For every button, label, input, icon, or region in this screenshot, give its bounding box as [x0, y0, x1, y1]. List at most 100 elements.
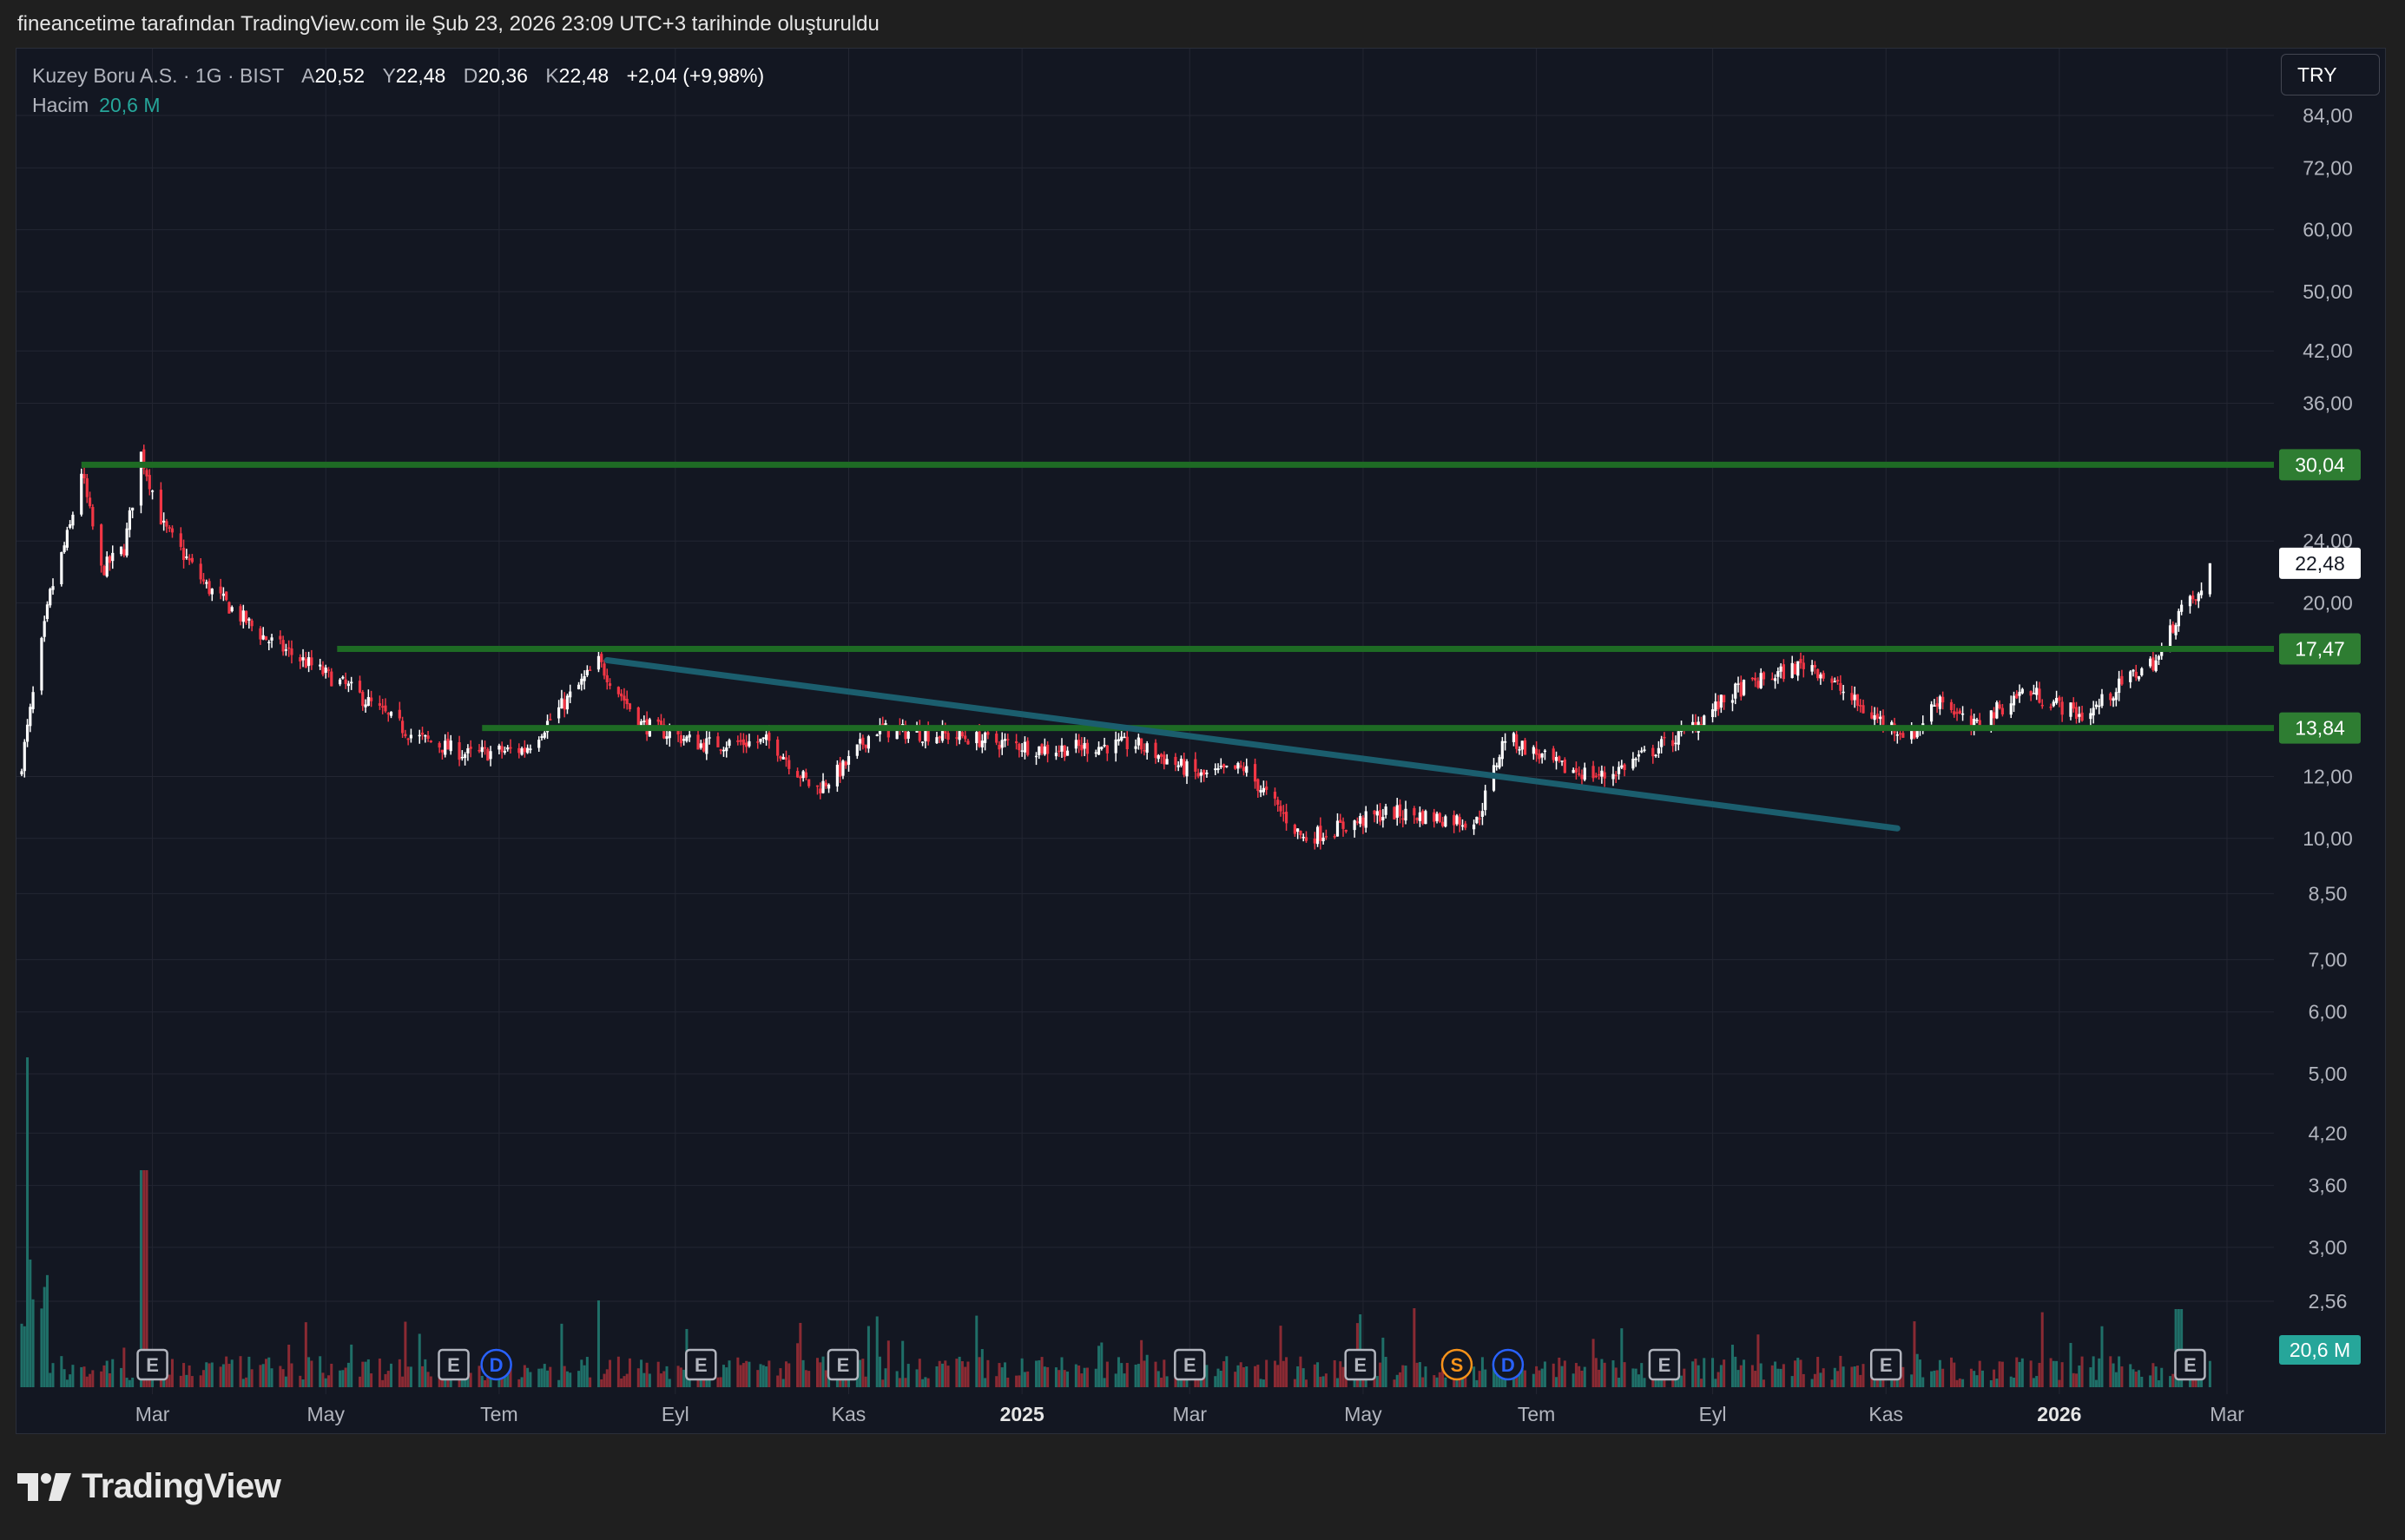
event-marker-label: E: [146, 1354, 159, 1376]
candle-body: [1023, 741, 1027, 753]
legend-symbol[interactable]: Kuzey Boru A.S. · 1G · BIST: [32, 64, 284, 87]
legend-ohlc-row: Kuzey Boru A.S. · 1G · BIST A20,52 Y22,4…: [32, 61, 764, 90]
candle-body: [676, 730, 680, 735]
candle-body: [827, 784, 831, 789]
volume-bar: [1080, 1373, 1084, 1387]
volume-bar: [1995, 1379, 1999, 1387]
volume-bar: [1634, 1368, 1637, 1387]
volume-bar: [2089, 1367, 2092, 1387]
volume-bar: [2009, 1376, 2013, 1387]
candle-body: [65, 530, 69, 548]
candle-body: [995, 734, 998, 743]
level-price-label: 30,04: [2295, 453, 2345, 476]
volume-bar: [866, 1326, 870, 1387]
volume-bar: [139, 1170, 142, 1387]
level-price-label: 17,47: [2295, 637, 2345, 660]
candle-body: [1103, 744, 1106, 747]
volume-bar: [1691, 1361, 1695, 1387]
candle-body: [418, 734, 421, 737]
tradingview-logo[interactable]: TradingView: [17, 1467, 281, 1506]
candle-body: [1739, 681, 1743, 697]
earnings-marker[interactable]: [136, 1348, 168, 1381]
candle-body: [1953, 711, 1956, 715]
candle-body: [1813, 665, 1816, 668]
volume-bar: [781, 1379, 785, 1387]
candle-body: [1080, 745, 1084, 751]
volume-bar: [787, 1363, 791, 1387]
candle-body: [409, 734, 413, 739]
volume-bar: [1321, 1376, 1325, 1387]
candle-body: [1478, 818, 1481, 820]
candle-body: [596, 655, 601, 670]
candle-body: [955, 737, 959, 739]
candle-body: [239, 606, 242, 622]
earnings-marker[interactable]: [1648, 1348, 1681, 1381]
candle-body: [1304, 837, 1308, 841]
candle-body: [2009, 703, 2013, 715]
earnings-marker[interactable]: [438, 1348, 470, 1381]
chart-panel[interactable]: 84,00 72,00 60,00 50,00 42,00 36,00 24,00 20,00…: [16, 48, 2386, 1434]
volume-bar: [2171, 1373, 2175, 1387]
candle-body: [1373, 810, 1376, 815]
candle-body: [1480, 811, 1485, 817]
candle-body: [779, 756, 782, 759]
candle-body: [1779, 666, 1782, 672]
candle-body: [844, 761, 847, 766]
candle-body: [424, 734, 427, 737]
volume-bar: [1776, 1368, 1780, 1387]
candle-body: [741, 739, 745, 746]
volume-bar: [1901, 1366, 1905, 1387]
volume-bar: [1222, 1361, 1226, 1387]
price-chart[interactable]: 84,0072,0060,0050,0042,0036,0024,0020,00…: [16, 49, 2387, 1435]
volume-bar: [1344, 1372, 1347, 1387]
candle-body: [1978, 720, 1981, 727]
candle-body: [1413, 807, 1416, 816]
candle-body: [1183, 759, 1186, 775]
candle-body: [446, 738, 450, 750]
volume-bar: [1910, 1374, 1914, 1387]
volume-bar: [71, 1365, 75, 1387]
legend-volume-label[interactable]: Hacim: [32, 94, 89, 116]
currency-button[interactable]: TRY: [2281, 54, 2380, 95]
volume-bar: [1623, 1362, 1626, 1387]
earnings-marker[interactable]: [1174, 1348, 1206, 1381]
volume-bar: [946, 1366, 950, 1387]
volume-bar: [926, 1378, 930, 1387]
volume-bar: [1734, 1356, 1737, 1387]
candle-body: [682, 739, 686, 741]
split-marker[interactable]: [1440, 1348, 1473, 1381]
volume-bar: [739, 1365, 742, 1387]
dividend-marker[interactable]: [480, 1348, 512, 1381]
volume-bar: [122, 1347, 126, 1387]
candle-body: [1742, 680, 1746, 695]
candle-body: [1444, 816, 1447, 827]
y-tick-label: 60,00: [2303, 219, 2353, 241]
candle-body: [1495, 765, 1499, 767]
volume-bar: [1950, 1357, 1953, 1387]
earnings-marker[interactable]: [1344, 1348, 1376, 1381]
volume-bar: [245, 1377, 248, 1387]
dividend-marker[interactable]: [1492, 1348, 1525, 1381]
earnings-marker[interactable]: [827, 1348, 860, 1381]
candle-body: [119, 546, 123, 555]
volume-bar: [168, 1374, 171, 1387]
volume-bar: [745, 1360, 748, 1387]
volume-bar: [1640, 1363, 1644, 1387]
candle-body: [1915, 728, 1919, 738]
grid-layer: [16, 49, 2274, 1394]
earnings-marker[interactable]: [1869, 1348, 1902, 1381]
volume-bar: [131, 1378, 135, 1387]
volume-bar: [1583, 1366, 1586, 1387]
y-tick-label: 12,00: [2303, 765, 2353, 787]
earnings-marker[interactable]: [685, 1348, 717, 1381]
earnings-marker[interactable]: [2174, 1348, 2206, 1381]
candle-body: [2012, 695, 2016, 706]
candle-body: [1799, 659, 1802, 663]
volume-bar: [1316, 1362, 1320, 1387]
volume-bar: [201, 1370, 205, 1387]
volume-bar: [63, 1369, 66, 1387]
candle-body: [80, 473, 83, 515]
volume-bar: [239, 1356, 242, 1387]
volume-bar: [741, 1363, 745, 1387]
candle-body: [1790, 662, 1794, 678]
